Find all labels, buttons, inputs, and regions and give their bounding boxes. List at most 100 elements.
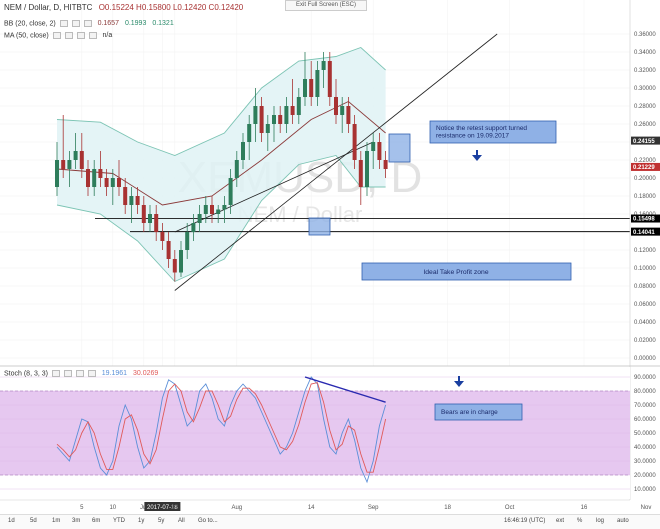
- settings-icon[interactable]: [59, 20, 68, 27]
- candle-body: [284, 106, 289, 124]
- candle-body: [129, 196, 134, 205]
- exit-fullscreen-button[interactable]: Exit Full Screen (ESC): [285, 0, 367, 11]
- time-tick-label: 16: [581, 505, 588, 511]
- bottom-toolbar: 1d 5d 1m 3m 6m YTD 1y 5y All Go to... 16…: [0, 514, 660, 529]
- percent-toggle[interactable]: %: [577, 518, 583, 524]
- range-1y[interactable]: 1y: [138, 518, 145, 524]
- candle-body: [383, 160, 388, 169]
- take-profit-box: [361, 262, 572, 281]
- settings-icon[interactable]: [52, 32, 61, 39]
- time-tick-label: Sep: [368, 505, 379, 511]
- candle-body: [110, 178, 115, 187]
- bollinger-upper: [56, 46, 386, 156]
- time-tick-label: 17: [171, 505, 178, 511]
- crosshair-date-tag: [144, 502, 181, 511]
- candle-body: [272, 115, 276, 124]
- candle-body: [73, 151, 78, 160]
- candle-body: [86, 169, 90, 187]
- log-toggle[interactable]: log: [596, 518, 605, 524]
- candle-body: [104, 178, 109, 187]
- candle-body: [340, 106, 345, 115]
- trendlines: [174, 33, 498, 291]
- price-tag: [631, 214, 660, 223]
- stoch-tick-label: 20.0000: [634, 473, 656, 479]
- bears-note: Bears are in charge: [441, 409, 498, 416]
- candle-body: [377, 142, 382, 160]
- price-tick-label: 0.00000: [634, 356, 656, 362]
- more-icon[interactable]: [87, 370, 96, 377]
- price-axis[interactable]: [630, 0, 660, 366]
- price-tick-label: 0.22000: [634, 158, 656, 164]
- candle-body: [98, 169, 103, 178]
- candle-body: [309, 79, 314, 97]
- hide-icon[interactable]: [71, 20, 80, 27]
- price-tick-label: 0.08000: [634, 284, 656, 290]
- stoch-tick-label: 30.0000: [634, 459, 656, 465]
- price-tags: 0.24155 0.21229 0.15498 0.14041: [631, 136, 660, 236]
- candle-body: [67, 160, 72, 169]
- candles: [55, 52, 388, 282]
- ohlc-values: O0.15224 H0.15800 L0.12420 C0.12420: [98, 3, 244, 12]
- candle-body: [265, 124, 270, 133]
- symbol-title: NEM / Dollar, D, HITBTC: [4, 3, 93, 12]
- candle-body: [79, 151, 84, 169]
- bollinger-lower: [56, 154, 386, 283]
- support-lines: [95, 218, 630, 233]
- candle-body: [346, 106, 351, 124]
- bb-upper: 0.1993: [124, 20, 147, 28]
- candle-body: [117, 178, 121, 187]
- price-tag-label: 0.15498: [633, 217, 655, 223]
- stoch-tick-label: 90.0000: [634, 375, 656, 381]
- range-1m[interactable]: 1m: [52, 518, 61, 524]
- hide-icon[interactable]: [63, 370, 72, 377]
- time-axis[interactable]: 510Jul2017-07-1817Aug14Sep18Oct16Nov14De…: [80, 502, 660, 511]
- symbol-legend: NEM / Dollar, D, HITBTC O0.15224 H0.1580…: [4, 3, 243, 12]
- ext-toggle[interactable]: ext: [556, 518, 565, 524]
- bb-label: BB (20, close, 2): [4, 20, 56, 28]
- close-icon[interactable]: [75, 370, 84, 377]
- price-tick-label: 0.12000: [634, 248, 656, 254]
- candle-body: [154, 214, 159, 232]
- candle-body: [55, 160, 59, 187]
- candle-body: [203, 205, 208, 214]
- bollinger-bands: [56, 46, 386, 283]
- range-5d[interactable]: 5d: [30, 518, 37, 524]
- auto-toggle[interactable]: auto: [617, 518, 629, 524]
- price-tick-label: 0.10000: [634, 266, 656, 272]
- candle-body: [191, 223, 196, 232]
- range-ytd[interactable]: YTD: [113, 518, 125, 524]
- stoch-tick-label: 60.0000: [634, 417, 656, 423]
- candle-body: [222, 205, 227, 210]
- more-icon[interactable]: [88, 32, 97, 39]
- settings-icon[interactable]: [51, 370, 60, 377]
- close-icon[interactable]: [76, 32, 85, 39]
- range-3m[interactable]: 3m: [72, 518, 81, 524]
- price-tag: [631, 227, 660, 236]
- candle-body: [296, 97, 301, 115]
- stoch-tick-label: 50.0000: [634, 431, 656, 437]
- candle-body: [160, 232, 165, 241]
- price-chart[interactable]: XEMUSD, D NEM / Dollar Notice the retest…: [0, 0, 660, 514]
- range-1d[interactable]: 1d: [8, 518, 15, 524]
- candle-body: [334, 97, 338, 115]
- candle-body: [315, 70, 320, 97]
- candle-body: [166, 241, 171, 259]
- range-5y[interactable]: 5y: [158, 518, 165, 524]
- time-tick-label: 14: [308, 505, 315, 511]
- price-tag-label: 0.14041: [633, 230, 655, 236]
- hide-icon[interactable]: [64, 32, 73, 39]
- price-tick-label: 0.32000: [634, 68, 656, 74]
- candle-body: [216, 209, 221, 214]
- price-tag-label: 0.21229: [633, 165, 655, 171]
- candle-body: [92, 169, 97, 187]
- goto-button[interactable]: Go to...: [198, 518, 218, 524]
- stoch-tick-label: 70.0000: [634, 403, 656, 409]
- candle-body: [61, 160, 66, 169]
- ma-value: n/a: [102, 32, 113, 40]
- stoch-trendline: [304, 376, 386, 403]
- range-all[interactable]: All: [178, 518, 185, 524]
- stoch-label: Stoch (8, 3, 3): [4, 370, 48, 378]
- candle-body: [247, 124, 252, 142]
- close-icon[interactable]: [83, 20, 92, 27]
- range-6m[interactable]: 6m: [92, 518, 101, 524]
